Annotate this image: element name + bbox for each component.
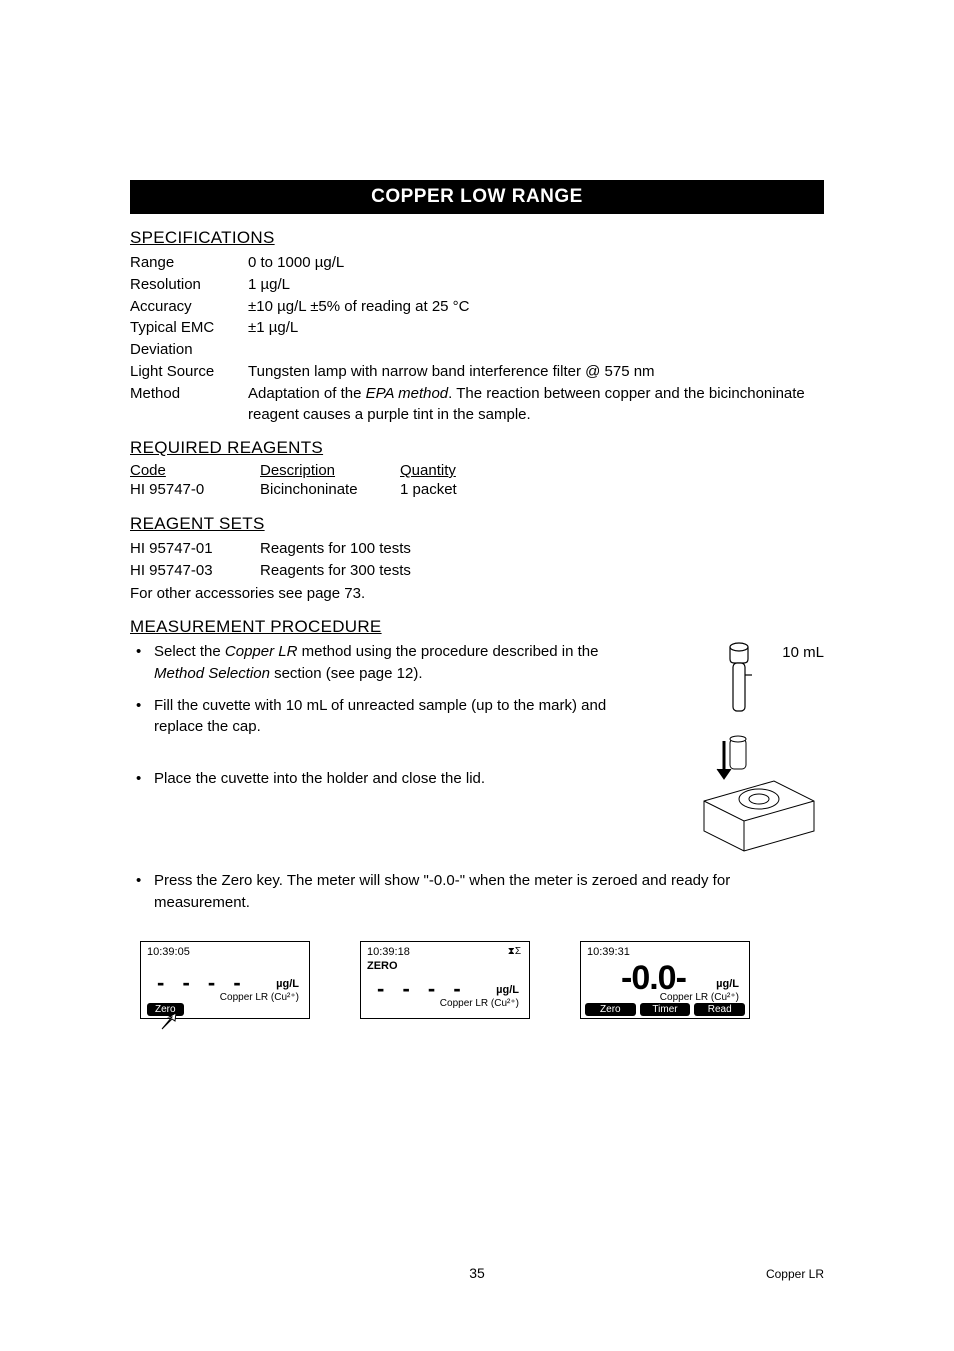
- meter-box-1: 10:39:05 - - - - µg/L Copper LR (Cu²⁺) Z…: [140, 941, 310, 1019]
- spec-value: 1 µg/L: [248, 274, 824, 296]
- reagent-row: HI 95747-0 Bicinchoninate 1 packet: [130, 479, 824, 502]
- col-code: Code: [130, 462, 260, 479]
- title-bar: COPPER LOW RANGE: [130, 180, 824, 214]
- text: Select the: [154, 643, 225, 660]
- reagent-sets-heading: REAGENT SETS: [130, 514, 824, 534]
- meter-sub: Copper LR (Cu²⁺): [220, 992, 299, 1003]
- tube-label: 10 mL: [782, 644, 824, 661]
- meter-unit: µg/L: [276, 978, 299, 990]
- bullet-row: • Fill the cuvette with 10 mL of unreact…: [130, 695, 610, 739]
- spec-row: Light Source Tungsten lamp with narrow b…: [130, 361, 824, 383]
- text-bold: Zero: [222, 872, 253, 889]
- spec-row: Method Adaptation of the EPA method. The…: [130, 383, 824, 427]
- spec-value: ±1 µg/L: [248, 317, 824, 361]
- bullet-icon: •: [130, 768, 154, 790]
- reagent-set-code: HI 95747-03: [130, 560, 260, 583]
- bullet-content: Place the cuvette into the holder and cl…: [154, 768, 610, 790]
- procedure-text: • Select the Copper LR method using the …: [130, 641, 610, 790]
- meter-zero-label: ZERO: [367, 960, 398, 972]
- text-italic: Method Selection: [154, 665, 270, 682]
- text: Adaptation of the: [248, 385, 366, 402]
- required-reagents-heading: REQUIRED REAGENTS: [130, 438, 824, 458]
- meter-time: 10:39:05: [147, 946, 190, 958]
- text-italic: EPA method: [366, 385, 449, 402]
- meter-time: 10:39:31: [587, 946, 630, 958]
- spec-label: Accuracy: [130, 296, 248, 318]
- col-description: Description: [260, 462, 400, 479]
- hourglass-icon: ⧗Σ: [508, 946, 521, 957]
- spec-row: Accuracy ±10 µg/L ±5% of reading at 25 °…: [130, 296, 824, 318]
- meter-tab: Zero: [585, 1003, 636, 1016]
- bullet-row: • Place the cuvette into the holder and …: [130, 768, 610, 790]
- reagent-set-row: HI 95747-01Reagents for 100 tests: [130, 538, 824, 561]
- footer-label: Copper LR: [766, 1267, 824, 1281]
- spec-row: Resolution 1 µg/L: [130, 274, 824, 296]
- bullet-content: Select the Copper LR method using the pr…: [154, 641, 610, 685]
- reagent-header: Code Description Quantity: [130, 462, 824, 479]
- meters-row: 10:39:05 - - - - µg/L Copper LR (Cu²⁺) Z…: [140, 941, 824, 1019]
- arrow-icon: [159, 1012, 179, 1032]
- spec-label: Resolution: [130, 274, 248, 296]
- spec-row: Typical EMC Deviation ±1 µg/L: [130, 317, 824, 361]
- holder-illustration: [664, 731, 834, 876]
- bullet-icon: •: [130, 641, 154, 685]
- spec-label: Light Source: [130, 361, 248, 383]
- spec-label: Typical EMC Deviation: [130, 317, 248, 361]
- text: key. The meter will show ": [252, 872, 429, 889]
- meter-box-2: 10:39:18 ⧗Σ ZERO - - - - µg/L Copper LR …: [360, 941, 530, 1019]
- text: section (see page 12).: [270, 665, 423, 682]
- tube-illustration: 10 mL: [674, 641, 824, 728]
- meter-tabs: Zero Timer Read: [585, 1003, 745, 1016]
- text-italic: Copper LR: [225, 643, 298, 660]
- meter-sub: Copper LR (Cu²⁺): [660, 992, 739, 1003]
- reagent-set-text: Reagents for 300 tests: [260, 562, 411, 579]
- reagent-set-text: Reagents for 100 tests: [260, 540, 411, 557]
- reagent-quantity: 1 packet: [400, 479, 457, 502]
- bullet-row: • Press the Zero key. The meter will sho…: [130, 870, 830, 914]
- col-quantity: Quantity: [400, 462, 456, 479]
- specifications-heading: SPECIFICATIONS: [130, 228, 824, 248]
- spec-label: Method: [130, 383, 248, 427]
- spec-value: Adaptation of the EPA method. The reacti…: [248, 383, 824, 427]
- meter-tab: Read: [694, 1003, 745, 1016]
- reagent-sets-note: For other accessories see page 73.: [130, 583, 824, 606]
- spec-value: 0 to 1000 µg/L: [248, 252, 824, 274]
- spec-row: Range 0 to 1000 µg/L: [130, 252, 824, 274]
- reagent-description: Bicinchoninate: [260, 479, 400, 502]
- spec-value: ±10 µg/L ±5% of reading at 25 °C: [248, 296, 824, 318]
- procedure-area: • Select the Copper LR method using the …: [130, 641, 824, 790]
- spec-value: Tungsten lamp with narrow band interfere…: [248, 361, 824, 383]
- bullet-content: Fill the cuvette with 10 mL of unreacted…: [154, 695, 610, 739]
- bullet-icon: •: [130, 695, 154, 739]
- spec-label: Range: [130, 252, 248, 274]
- meter-tab: Timer: [640, 1003, 691, 1016]
- page-number: 35: [469, 1265, 485, 1281]
- meter-unit: µg/L: [716, 978, 739, 990]
- meter-sub: Copper LR (Cu²⁺): [440, 998, 519, 1009]
- meter-unit: µg/L: [496, 984, 519, 996]
- meter-box-3: 10:39:31 -0.0- µg/L Copper LR (Cu²⁺) Zer…: [580, 941, 750, 1019]
- meter-time: 10:39:18: [367, 946, 410, 958]
- text-bold: -0.0-: [429, 872, 460, 889]
- reagent-code: HI 95747-0: [130, 479, 260, 502]
- bullet-row: • Select the Copper LR method using the …: [130, 641, 610, 685]
- bullet-icon: •: [130, 870, 154, 914]
- reagent-set-code: HI 95747-01: [130, 538, 260, 561]
- bullet-content: Press the Zero key. The meter will show …: [154, 870, 830, 914]
- text: method using the procedure described in …: [297, 643, 598, 660]
- measurement-heading: MEASUREMENT PROCEDURE: [130, 617, 824, 637]
- reagent-set-row: HI 95747-03Reagents for 300 tests: [130, 560, 824, 583]
- text: Press the: [154, 872, 222, 889]
